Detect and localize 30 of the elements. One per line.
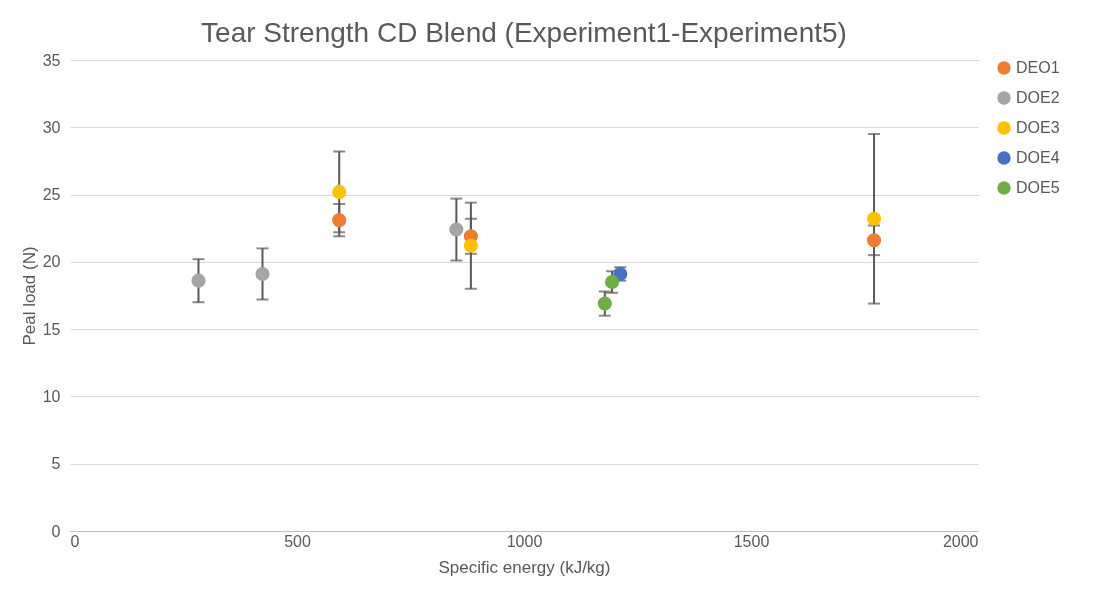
y-tick-label: 30	[42, 118, 61, 136]
y-tick-label: 25	[42, 186, 61, 204]
legend-label: DEO1	[1016, 59, 1060, 76]
x-tick-label: 2000	[942, 532, 979, 550]
point	[463, 238, 478, 253]
point	[191, 273, 206, 288]
point	[597, 296, 612, 311]
x-axis-title: Specific energy (kJ/kg)	[438, 557, 611, 577]
legend-label: DOE2	[1016, 89, 1060, 106]
y-tick-label: 15	[42, 320, 61, 338]
legend-label: DOE3	[1016, 119, 1060, 136]
y-axis-title: Peal load (N)	[19, 246, 39, 346]
y-tick-label: 35	[42, 51, 61, 69]
point	[605, 274, 620, 290]
point	[332, 213, 347, 228]
y-tick-label: 10	[42, 387, 61, 405]
y-tick-label: 5	[51, 455, 61, 473]
x-tick-label: 1500	[733, 532, 770, 550]
legend-label: DOE4	[1016, 149, 1060, 166]
point	[332, 184, 347, 199]
point	[449, 222, 464, 237]
chart-title: Tear Strength CD Blend (Experiment1-Experiment5)	[201, 17, 847, 48]
x-tick-label: 1000	[506, 532, 543, 550]
legend-label: DOE5	[1016, 179, 1060, 196]
point	[255, 266, 270, 282]
y-tick-label: 20	[42, 253, 61, 271]
x-tick-label: 0	[70, 532, 80, 550]
point	[866, 211, 882, 226]
point	[866, 233, 882, 248]
x-tick-label: 500	[284, 532, 311, 550]
